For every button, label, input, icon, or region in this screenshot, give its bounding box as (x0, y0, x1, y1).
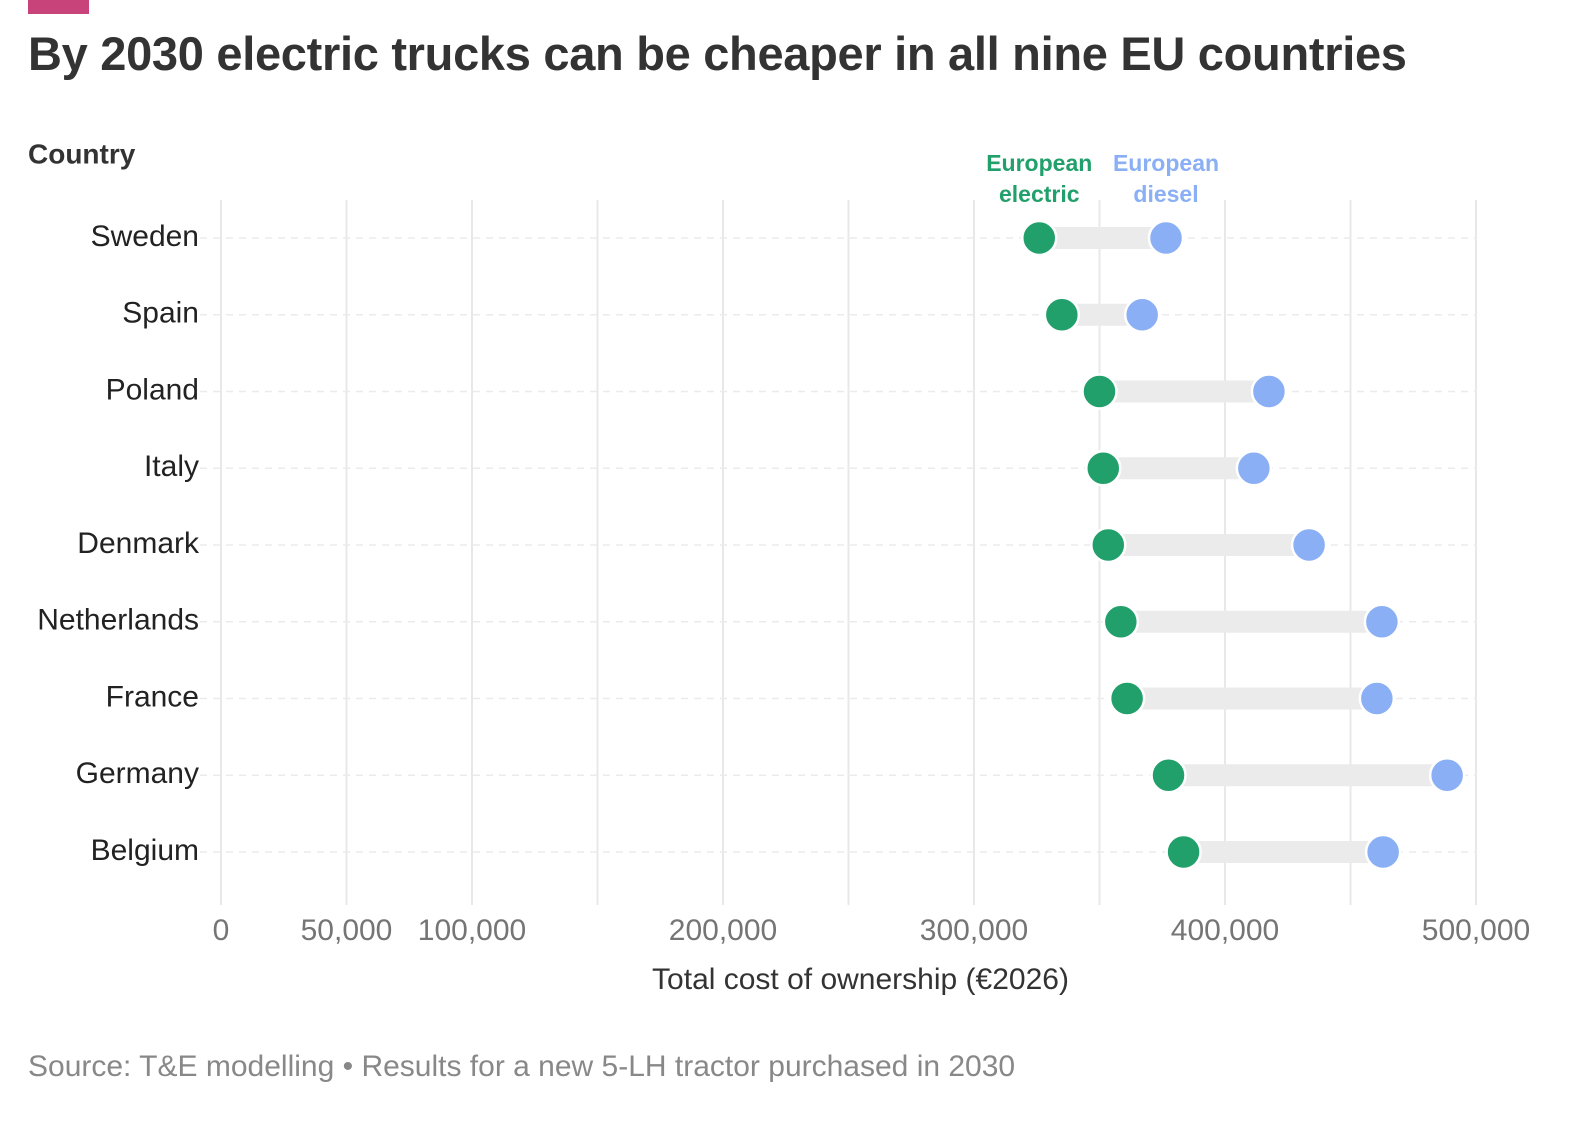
diesel-dot (1428, 757, 1466, 794)
accent-bar (28, 0, 89, 14)
category-label: Spain (122, 297, 199, 330)
legend-electric-line: electric (999, 181, 1080, 207)
x-axis-title: Total cost of ownership (€2026) (652, 963, 1069, 996)
category-label: Germany (76, 757, 199, 790)
diesel-dot (1235, 450, 1273, 487)
label-layer: 0 50,000 100,000 200,000 300,000 400,000 500,0… (28, 138, 1530, 996)
category-label: Denmark (77, 527, 200, 560)
x-tick-label: 500,000 (1422, 914, 1530, 947)
category-label: France (106, 680, 199, 713)
chart-title: By 2030 electric trucks can be cheaper i… (28, 27, 1407, 80)
diesel-dot (1358, 680, 1396, 717)
diesel-dot (1363, 603, 1401, 640)
legend-layer: European electric European diesel (986, 150, 1219, 207)
diesel-dot (1123, 296, 1161, 333)
legend-diesel-line: European (1113, 150, 1219, 176)
source-note: Source: T&E modelling • Results for a ne… (28, 1050, 1016, 1083)
category-label: Poland (106, 373, 199, 406)
diesel-dot (1364, 833, 1402, 871)
diesel-dot (1290, 526, 1328, 564)
category-label: Sweden (91, 220, 199, 253)
legend-diesel-line: diesel (1133, 181, 1198, 207)
electric-dot (1021, 219, 1058, 257)
electric-dot (1085, 450, 1122, 487)
x-tick-label: 400,000 (1171, 914, 1279, 947)
electric-dot (1108, 680, 1146, 717)
y-axis-header: Country (28, 138, 136, 169)
dot-layer (1021, 219, 1466, 871)
electric-dot (1102, 603, 1140, 640)
x-tick-label: 0 (213, 914, 230, 947)
x-tick-label: 50,000 (301, 914, 393, 947)
electric-dot (1081, 373, 1118, 410)
category-label: Belgium (91, 834, 199, 867)
x-tick-label: 300,000 (920, 914, 1028, 947)
x-tick-label: 200,000 (669, 914, 777, 947)
x-tick-label: 100,000 (418, 914, 526, 947)
electric-dot (1090, 526, 1127, 564)
electric-dot (1165, 833, 1202, 871)
diesel-dot (1250, 373, 1288, 410)
diesel-dot (1147, 219, 1185, 257)
electric-dot (1043, 296, 1081, 333)
electric-dot (1150, 757, 1187, 794)
legend-electric-line: European (986, 150, 1092, 176)
category-label: Italy (144, 450, 199, 483)
category-label: Netherlands (37, 604, 199, 637)
grid-layer (200, 200, 1477, 905)
